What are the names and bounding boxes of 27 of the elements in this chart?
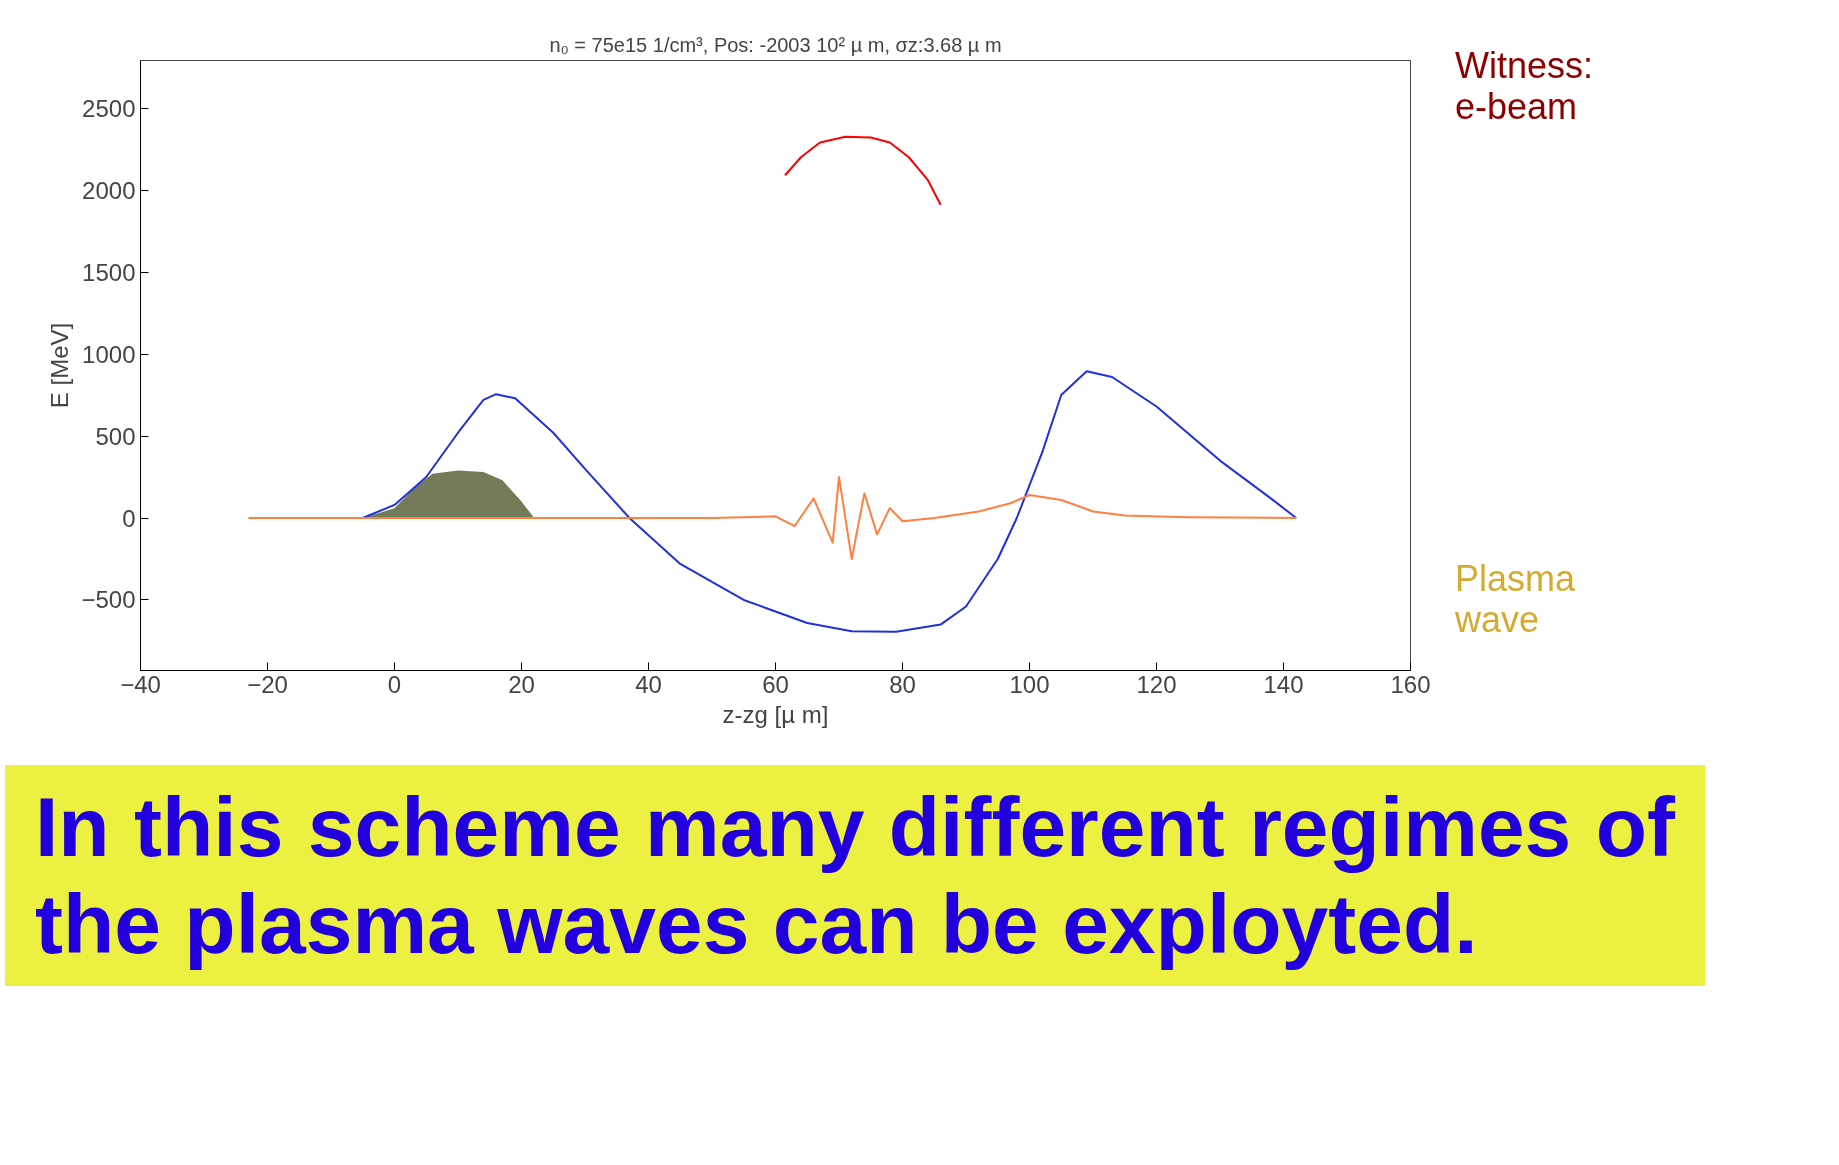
chart-title: n₀ = 75e15 1/cm³, Pos: -2003 10² µ m, σz:3.68 µ m [549,33,1002,56]
text: In this scheme many different regimes of the plasma waves can be exployted. [5,765,1705,987]
y-tick-label: 500 [95,422,136,450]
x-tick-label: −20 [247,670,288,698]
x-tick-label: 0 [387,670,402,698]
text: Witness: e-beam [1455,45,1594,128]
y-axis-title: E [MeV] [46,322,74,409]
x-tick-label: 60 [762,670,789,698]
y-tick-label: 1000 [82,340,136,368]
line-series [361,370,1298,633]
x-tick-label: 80 [889,670,916,698]
x-axis-title: z-zg [µ m] [722,700,829,728]
x-tick-label: 100 [1009,670,1050,698]
y-tick-label: 2000 [82,176,136,204]
x-tick-label: 160 [1390,670,1431,698]
line-series [784,135,942,206]
y-tick-label: −500 [81,586,136,614]
x-tick-label: −40 [120,670,161,698]
line-series [247,476,1298,560]
x-tick-label: 140 [1263,670,1304,698]
x-tick-label: 20 [508,670,535,698]
y-tick-label: 0 [122,504,136,532]
text: Plasma wave [1455,557,1576,641]
x-tick-label: 40 [635,670,662,698]
x-tick-label: 120 [1136,670,1177,698]
y-tick-label: 2500 [82,94,136,122]
y-tick-label: 1500 [82,258,136,286]
